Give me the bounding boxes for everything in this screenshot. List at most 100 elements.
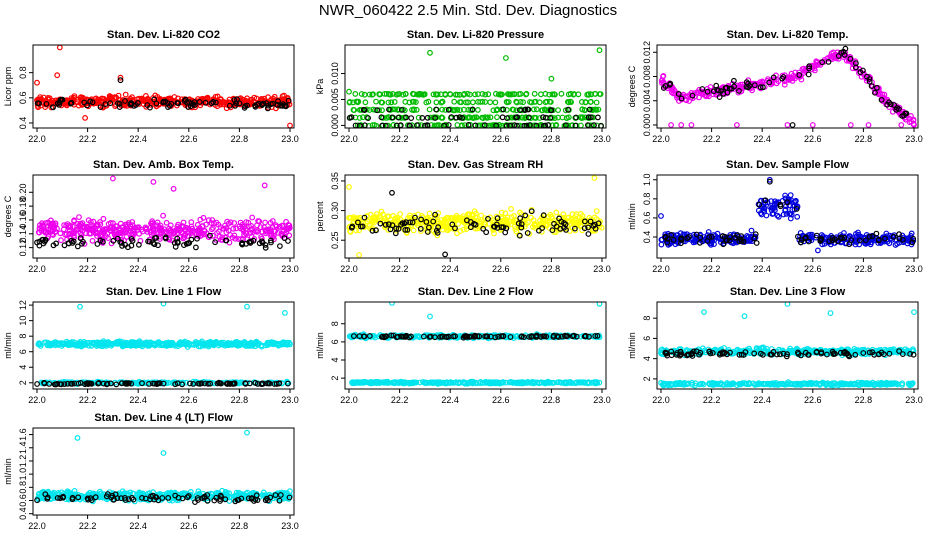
data-point [592, 90, 598, 97]
data-point [356, 122, 363, 128]
plot-frame [656, 44, 919, 129]
data-point [252, 103, 259, 110]
data-point [678, 235, 685, 242]
data-point [229, 380, 236, 387]
x-tick-label: 22.4 [753, 264, 771, 274]
data-point [553, 209, 560, 216]
data-point [766, 79, 773, 86]
x-tick-label: 22.0 [28, 134, 46, 144]
data-point [704, 88, 711, 95]
data-point [841, 51, 848, 58]
data-point [463, 99, 469, 106]
y-tick-label: 0.4 [642, 231, 652, 244]
data-point [517, 209, 523, 216]
data-point [864, 73, 870, 80]
data-point [207, 232, 213, 239]
data-point [417, 379, 423, 386]
x-tick-label: 22.2 [703, 134, 721, 144]
data-point [275, 98, 281, 105]
data-point [482, 221, 489, 228]
data-point [95, 380, 102, 386]
data-point [511, 91, 518, 98]
data-point [454, 106, 461, 113]
data-point [439, 98, 446, 105]
data-point [389, 114, 396, 121]
data-point [533, 106, 540, 113]
data-point [89, 237, 96, 244]
data-point [351, 333, 357, 340]
y-tick-label: 0.30 [330, 202, 340, 220]
data-point [113, 339, 120, 345]
data-point [736, 87, 742, 94]
y-tick-label: 2 [18, 380, 28, 385]
data-point [889, 347, 896, 354]
data-point [117, 74, 124, 81]
y-tick-label: 1.0 [642, 174, 652, 187]
data-point [37, 343, 44, 349]
data-point [216, 99, 223, 106]
data-point [186, 342, 193, 349]
data-point [117, 77, 124, 84]
data-point [494, 215, 501, 222]
data-point [432, 211, 439, 218]
data-point [227, 219, 234, 226]
data-point [468, 333, 475, 340]
x-tick-label: 22.0 [28, 395, 46, 405]
data-point [724, 381, 731, 387]
x-tick-label: 22.6 [804, 134, 822, 144]
x-tick-label: 22.8 [855, 264, 873, 274]
data-point [579, 98, 585, 105]
data-point [224, 381, 231, 387]
data-point [878, 96, 885, 103]
data-point [518, 224, 525, 231]
data-point [522, 212, 529, 219]
data-point [429, 380, 435, 386]
data-point [239, 240, 246, 246]
data-point [479, 98, 486, 105]
y-axis-label: ml/min [627, 332, 637, 359]
y-axis-label: percent [315, 201, 325, 232]
data-point [409, 219, 416, 226]
data-point [195, 380, 202, 387]
x-tick-label: 22.2 [703, 264, 721, 274]
data-point [477, 379, 484, 385]
data-point [231, 97, 238, 103]
data-point [691, 231, 697, 238]
data-point [485, 91, 492, 98]
data-point [594, 333, 601, 339]
data-point [433, 99, 440, 106]
data-point [67, 100, 74, 107]
data-point [183, 224, 189, 231]
x-tick-label: 22.8 [231, 395, 249, 405]
data-point [719, 233, 726, 240]
data-point [688, 89, 695, 96]
data-point [397, 122, 404, 128]
data-point [178, 96, 185, 103]
data-point [444, 223, 450, 230]
data-point [286, 222, 293, 229]
data-point [188, 219, 195, 226]
data-point [223, 237, 230, 244]
data-point [586, 106, 593, 113]
data-point [175, 100, 182, 107]
data-point [910, 346, 916, 353]
data-point [745, 84, 751, 91]
data-point [522, 114, 529, 121]
data-point [543, 333, 550, 340]
data-point [57, 230, 64, 237]
data-point [412, 214, 418, 221]
data-point [57, 381, 63, 388]
data-point [103, 226, 110, 233]
data-point [401, 114, 407, 121]
data-point [495, 333, 502, 340]
y-tick-label: 0.18 [18, 197, 28, 215]
data-point [268, 237, 274, 244]
y-tick-label: 12 [18, 300, 28, 310]
data-point [399, 220, 406, 227]
data-point [565, 379, 572, 386]
data-point [136, 100, 143, 107]
data-point [160, 302, 167, 307]
data-point [401, 107, 408, 114]
y-tick-label: 4 [18, 365, 28, 370]
data-point [254, 381, 261, 387]
